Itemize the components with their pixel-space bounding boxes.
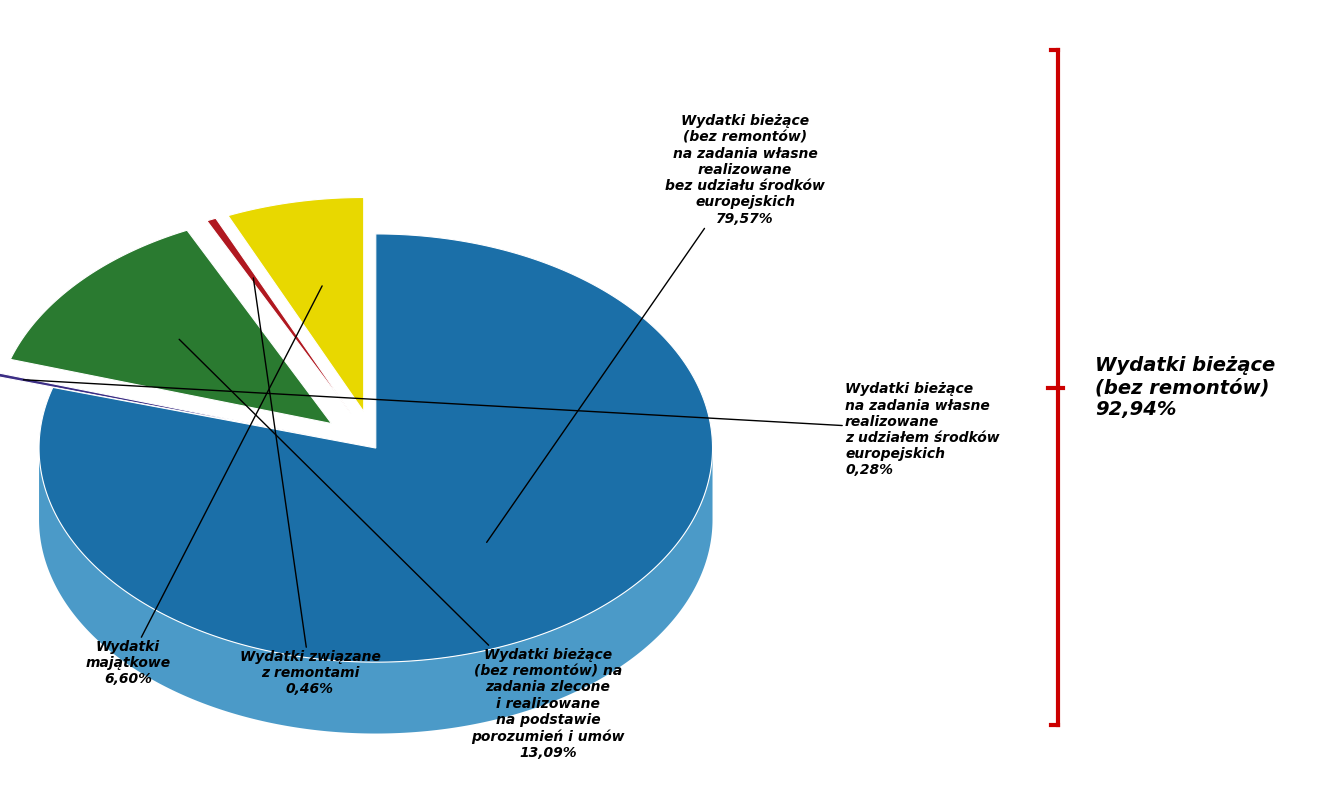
Polygon shape — [0, 373, 319, 437]
Polygon shape — [40, 234, 712, 662]
Polygon shape — [228, 197, 364, 412]
Text: Wydatki bieżące
(bez remontów)
na zadania własne
realizowane
bez udziału środków: Wydatki bieżące (bez remontów) na zadani… — [487, 114, 824, 542]
Polygon shape — [11, 230, 331, 423]
Polygon shape — [40, 449, 712, 734]
Text: Wydatki bieżące
na zadania własne
realizowane
z udziałem środków
europejskich
0,: Wydatki bieżące na zadania własne realiz… — [24, 380, 1000, 477]
Text: Wydatki bieżące
(bez remontów)
92,94%: Wydatki bieżące (bez remontów) 92,94% — [1095, 356, 1275, 419]
Polygon shape — [207, 218, 351, 414]
Text: Wydatki bieżące
(bez remontów) na
zadania zlecone
i realizowane
na podstawie
por: Wydatki bieżące (bez remontów) na zadani… — [179, 339, 625, 760]
Text: Wydatki związane
z remontami
0,46%: Wydatki związane z remontami 0,46% — [240, 278, 380, 696]
Text: Wydatki
majątkowe
6,60%: Wydatki majątkowe 6,60% — [86, 286, 322, 687]
